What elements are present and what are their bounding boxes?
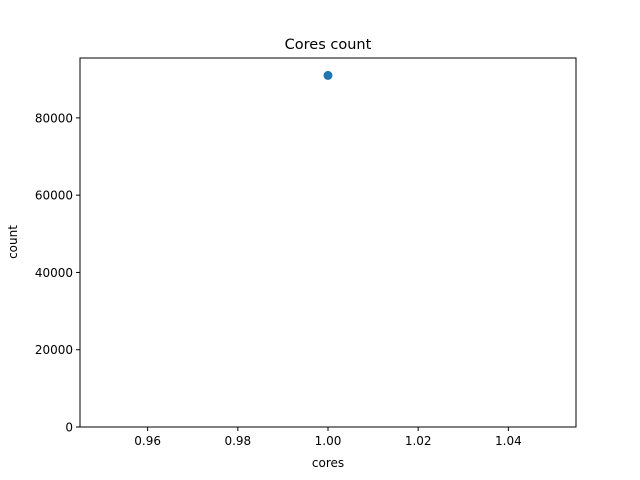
y-tick-label: 20000	[35, 343, 73, 357]
y-tick-label: 0	[65, 421, 73, 435]
y-axis-label: count	[6, 225, 20, 259]
x-axis-label: cores	[312, 456, 344, 470]
chart-title: Cores count	[285, 37, 372, 53]
axes-frame	[79, 57, 577, 428]
x-tick-label: 1.00	[315, 434, 342, 448]
y-tick-label: 40000	[35, 266, 73, 280]
y-axis: 0 20000 40000 60000 80000	[35, 111, 80, 435]
x-tick-label: 0.96	[134, 434, 161, 448]
x-tick-label: 0.98	[224, 434, 251, 448]
y-tick-label: 60000	[35, 189, 73, 203]
x-axis: 0.96 0.98 1.00 1.02 1.04	[134, 427, 522, 448]
y-tick-label: 80000	[35, 111, 73, 125]
x-tick-label: 1.04	[495, 434, 522, 448]
data-points	[323, 70, 333, 80]
x-tick-label: 1.02	[405, 434, 432, 448]
data-point	[323, 70, 333, 80]
